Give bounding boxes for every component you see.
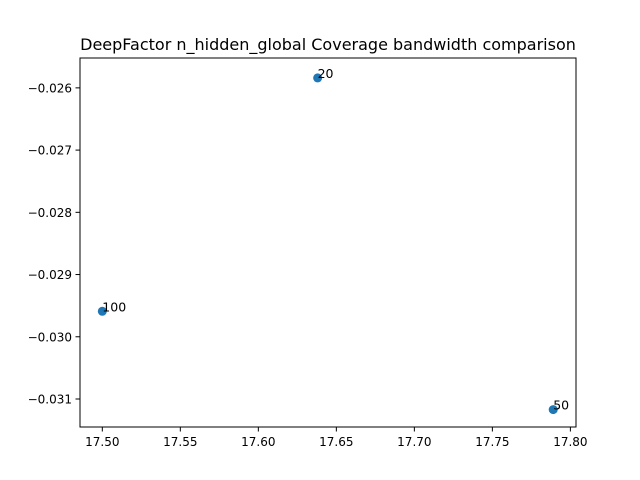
- data-point: [548, 405, 558, 415]
- data-point: [313, 73, 323, 83]
- y-tick-label: −0.028: [28, 206, 72, 220]
- y-tick-label: −0.030: [28, 330, 72, 344]
- data-point-label: 50: [553, 398, 569, 413]
- y-tick-label: −0.027: [28, 144, 72, 158]
- x-tick-label: 17.60: [241, 435, 275, 449]
- x-tick-label: 17.70: [397, 435, 431, 449]
- data-points: 20 100 50: [97, 66, 569, 415]
- x-tick-label: 17.55: [163, 435, 197, 449]
- x-tick-label: 17.80: [553, 435, 587, 449]
- x-tick-label: 17.50: [85, 435, 119, 449]
- y-axis: −0.031 −0.030 −0.029 −0.028 −0.027 −0.026: [28, 81, 80, 406]
- x-tick-label: 17.65: [319, 435, 353, 449]
- plot-area-frame: [79, 57, 577, 428]
- chart-title: DeepFactor n_hidden_global Coverage band…: [80, 35, 576, 55]
- data-point-label: 100: [102, 299, 126, 314]
- x-tick-label: 17.75: [475, 435, 509, 449]
- data-point: [97, 306, 107, 316]
- y-tick-label: −0.029: [28, 268, 72, 282]
- x-axis: 17.50 17.55 17.60 17.65 17.70 17.75 17.80: [85, 427, 588, 449]
- y-tick-label: −0.026: [28, 81, 72, 95]
- y-tick-label: −0.031: [28, 392, 72, 406]
- data-point-label: 20: [318, 66, 334, 81]
